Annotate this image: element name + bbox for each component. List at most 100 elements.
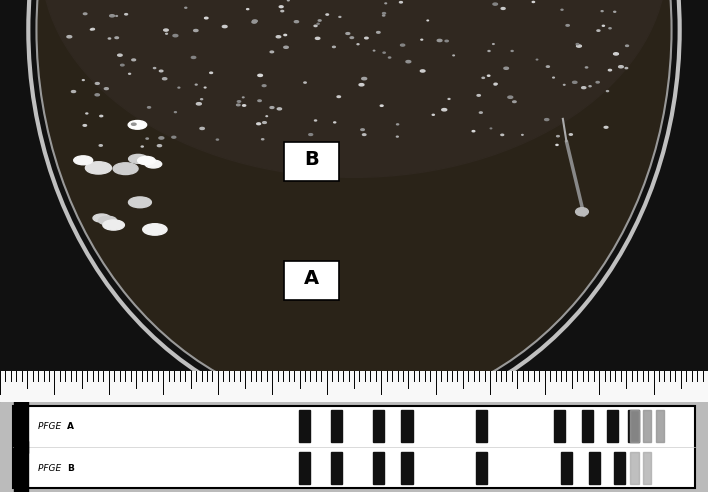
Bar [582,410,593,442]
Ellipse shape [287,0,289,1]
Ellipse shape [242,97,244,98]
Ellipse shape [279,6,283,8]
Ellipse shape [504,67,508,69]
Ellipse shape [278,108,282,110]
Ellipse shape [270,107,274,108]
Ellipse shape [362,134,366,135]
Ellipse shape [258,74,263,76]
Ellipse shape [246,9,249,10]
Ellipse shape [132,123,136,125]
Ellipse shape [252,21,256,23]
Ellipse shape [609,28,611,29]
Bar [331,452,342,485]
Ellipse shape [614,53,618,55]
Ellipse shape [607,91,609,92]
Ellipse shape [314,120,316,121]
Ellipse shape [522,134,523,135]
Bar [401,410,413,442]
Ellipse shape [494,83,497,85]
Ellipse shape [319,20,321,21]
Ellipse shape [143,224,167,235]
Ellipse shape [270,51,273,53]
Ellipse shape [596,82,599,83]
Ellipse shape [159,70,163,72]
Ellipse shape [276,36,280,38]
Ellipse shape [261,139,264,140]
Ellipse shape [84,13,87,15]
Ellipse shape [243,105,246,106]
Ellipse shape [99,145,103,146]
Ellipse shape [147,107,151,108]
Ellipse shape [625,67,628,69]
Ellipse shape [396,136,399,137]
Text: PFGE: PFGE [38,422,64,430]
Ellipse shape [544,119,549,121]
Ellipse shape [556,144,558,146]
Ellipse shape [365,37,368,39]
Ellipse shape [86,113,88,114]
Ellipse shape [74,156,93,165]
Ellipse shape [262,85,266,87]
Ellipse shape [494,84,496,85]
Bar [373,410,384,442]
Ellipse shape [284,34,287,35]
Ellipse shape [339,16,341,17]
Ellipse shape [482,77,484,78]
Ellipse shape [86,162,111,174]
Ellipse shape [361,129,365,130]
Ellipse shape [191,57,195,59]
Ellipse shape [91,29,94,30]
Ellipse shape [511,51,513,52]
Ellipse shape [427,20,428,21]
Ellipse shape [281,10,284,12]
Ellipse shape [154,67,156,68]
Ellipse shape [166,33,168,34]
Ellipse shape [163,78,167,80]
Bar [299,452,310,485]
Ellipse shape [132,59,135,61]
Ellipse shape [72,91,76,92]
Ellipse shape [95,94,99,96]
Ellipse shape [385,3,387,4]
Ellipse shape [357,44,359,45]
Ellipse shape [178,87,180,88]
Ellipse shape [222,26,227,28]
Ellipse shape [389,57,391,58]
Ellipse shape [350,37,353,38]
Ellipse shape [217,139,219,140]
Ellipse shape [83,124,86,126]
Text: B: B [67,464,74,473]
Ellipse shape [146,138,149,139]
Ellipse shape [532,1,535,2]
Ellipse shape [108,38,110,39]
Ellipse shape [36,0,671,410]
Ellipse shape [561,9,563,10]
Text: A: A [67,422,74,430]
Ellipse shape [346,32,350,34]
Ellipse shape [200,127,205,129]
Ellipse shape [120,64,124,66]
Ellipse shape [129,154,147,163]
Ellipse shape [257,123,261,124]
Ellipse shape [200,99,202,100]
Bar [630,410,639,442]
Ellipse shape [453,55,455,56]
Ellipse shape [442,109,447,111]
Ellipse shape [513,101,516,102]
Ellipse shape [432,114,434,115]
Ellipse shape [333,46,336,48]
Ellipse shape [501,7,505,9]
Ellipse shape [115,37,118,38]
Ellipse shape [41,0,667,178]
Ellipse shape [157,145,161,147]
Ellipse shape [210,72,212,73]
Bar [299,410,310,442]
Ellipse shape [309,134,313,135]
Ellipse shape [362,77,367,80]
Ellipse shape [145,160,161,168]
Ellipse shape [237,101,241,102]
Ellipse shape [586,67,588,68]
Ellipse shape [91,29,92,30]
Ellipse shape [493,3,498,5]
Ellipse shape [164,29,169,31]
